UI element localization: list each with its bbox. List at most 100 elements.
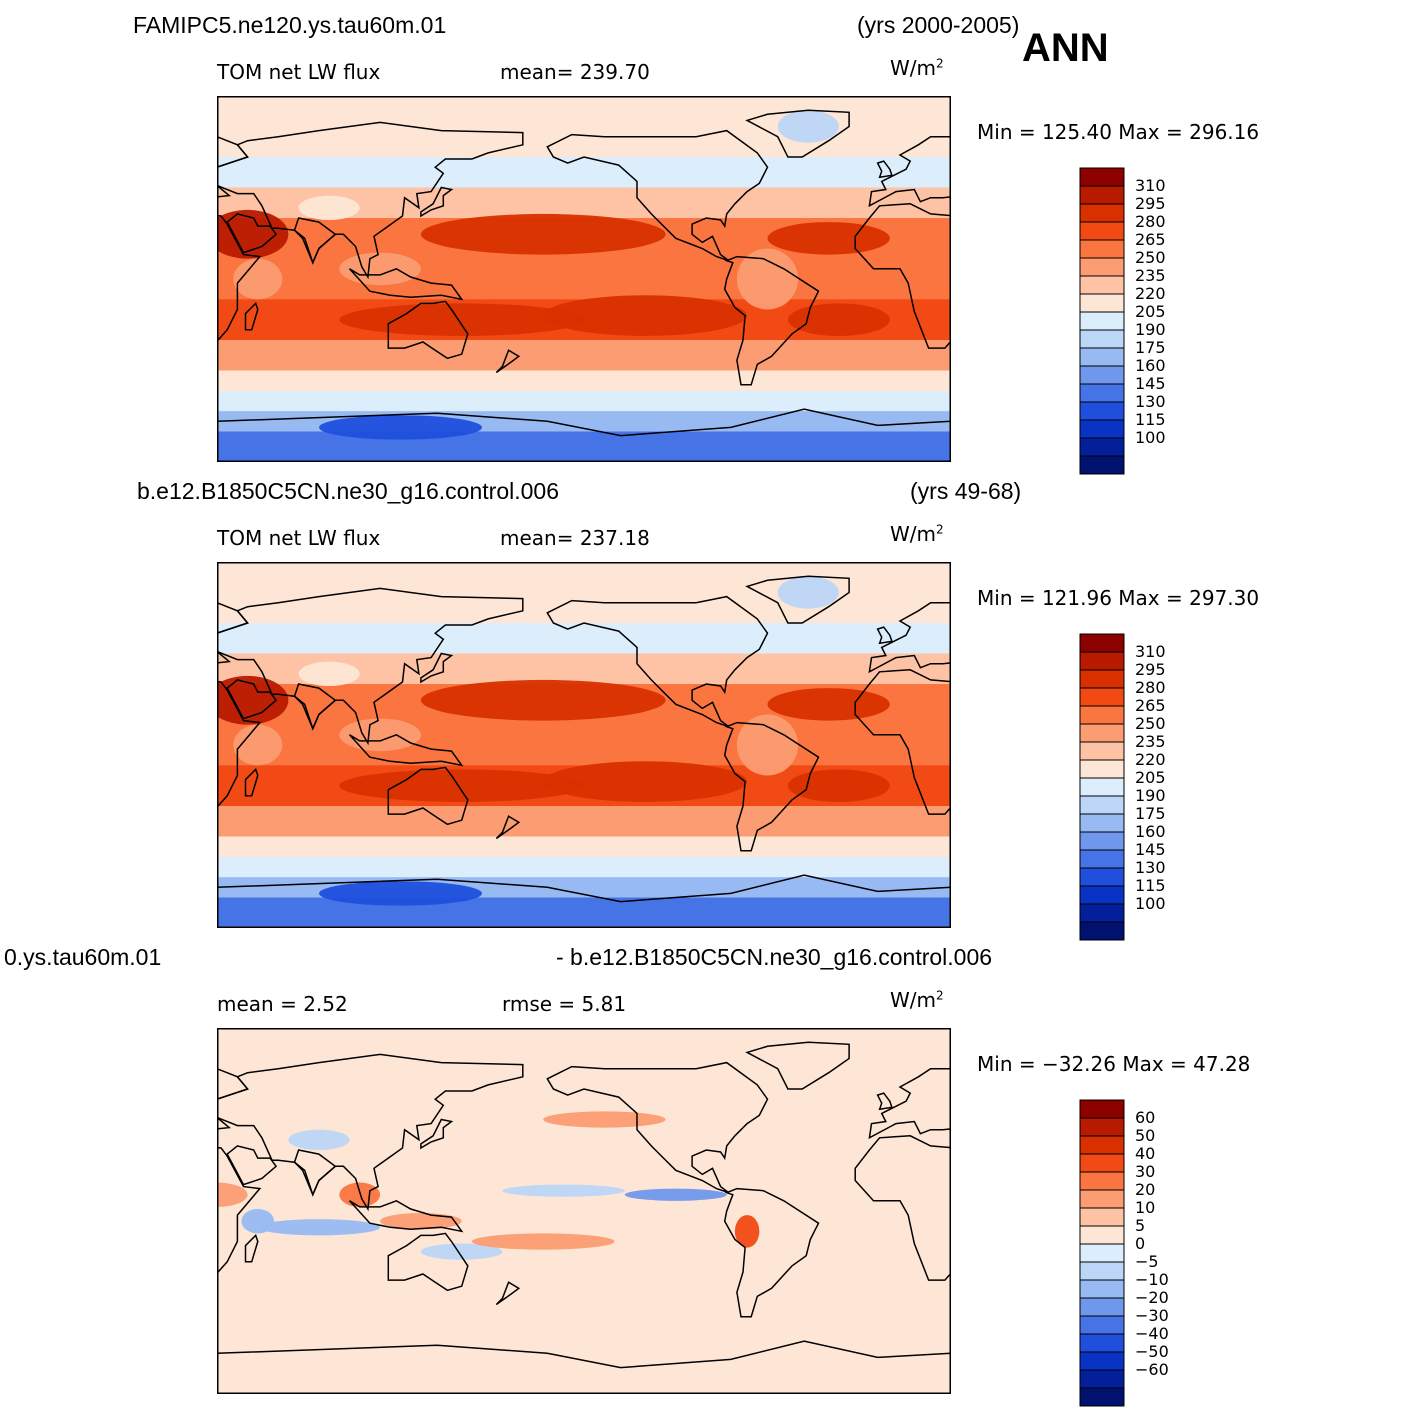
coastline-australia	[387, 1232, 469, 1292]
panel3-units: W/m2	[890, 988, 944, 1012]
colorbar-tick-label: 310	[1135, 176, 1166, 195]
colorbar-tick-label: 40	[1135, 1144, 1156, 1163]
colorbar-box	[1079, 1171, 1125, 1191]
colorbar-box	[1079, 293, 1125, 313]
field-blob	[543, 1111, 666, 1128]
colorbar-box	[1079, 633, 1125, 653]
coastline-greenland	[745, 1041, 850, 1090]
colorbar-box	[1079, 921, 1125, 941]
coastline-europe	[868, 135, 951, 208]
field-blob	[233, 258, 283, 300]
field-blob	[777, 576, 839, 609]
coastline-europe	[217, 601, 249, 664]
colorbar-tick-label: 295	[1135, 194, 1166, 213]
colorbar-box	[1079, 705, 1125, 725]
panel2-minmax: Min = 121.96 Max = 297.30	[977, 586, 1260, 610]
colorbar-tick-label: −30	[1135, 1306, 1169, 1325]
panel2-left-label: TOM net LW flux	[217, 526, 381, 550]
map-svg	[217, 96, 951, 462]
coastline-europe	[868, 601, 951, 674]
field-band	[217, 157, 951, 188]
field-blob	[339, 1182, 381, 1207]
field-blob	[298, 661, 360, 687]
coastline-indonesia	[348, 1199, 464, 1233]
coastline-africa	[217, 214, 262, 343]
colorbar-box	[1079, 867, 1125, 887]
coastline-antarctica	[217, 874, 951, 928]
coastline-madagascar	[244, 1234, 259, 1263]
field-blob	[420, 679, 666, 721]
colorbar-box	[1079, 185, 1125, 205]
coastline-greenland	[745, 109, 850, 158]
panel1-units: W/m2	[890, 56, 944, 80]
coastline-africa	[854, 1135, 951, 1281]
field-band	[217, 390, 951, 412]
field-blob	[217, 1182, 248, 1207]
field-band	[217, 897, 951, 928]
colorbar-tick-label: −20	[1135, 1288, 1169, 1307]
coastline-india	[293, 683, 337, 731]
coastline-namerica	[546, 1061, 769, 1194]
colorbar-tick-label: 20	[1135, 1180, 1156, 1199]
coastline-indonesia	[348, 267, 464, 301]
colorbar-tick-label: 205	[1135, 768, 1166, 787]
colorbar-tick-label: 235	[1135, 266, 1166, 285]
field-blob	[233, 724, 283, 766]
coastline-antarctica	[217, 408, 951, 462]
colorbar-box	[1079, 419, 1125, 439]
colorbar-box	[1079, 1315, 1125, 1335]
colorbar-box	[1079, 1369, 1125, 1389]
map-svg	[217, 1028, 951, 1394]
coastline-nz	[495, 1281, 521, 1306]
panel1-case-title: FAMIPC5.ne120.ys.tau60m.01	[133, 12, 447, 38]
field-band	[217, 370, 951, 392]
colorbar-tick-label: 310	[1135, 642, 1166, 661]
colorbar-box	[1079, 455, 1125, 475]
field-band	[217, 431, 951, 462]
colorbar-box	[1079, 401, 1125, 421]
colorbar-box	[1079, 1189, 1125, 1209]
colorbar-box	[1079, 1099, 1125, 1119]
field-blob	[318, 415, 483, 440]
coastline-africa	[217, 680, 262, 809]
panel3-years: - b.e12.B1850C5CN.ne30_g16.control.006	[556, 944, 993, 970]
colorbar-tick-label: 205	[1135, 302, 1166, 321]
field-blob	[339, 769, 584, 802]
coastline-uk	[876, 1092, 893, 1111]
coastline-arabia	[226, 213, 278, 254]
coastline-uk	[876, 626, 893, 645]
field-blob	[217, 209, 289, 259]
colorbar-tick-label: −50	[1135, 1342, 1169, 1361]
colorbar-box	[1079, 1333, 1125, 1353]
coastline-japan	[420, 186, 454, 218]
panel2-stat: mean= 237.18	[500, 526, 650, 550]
field-blob	[543, 761, 748, 802]
colorbar-tick-label: 235	[1135, 732, 1166, 751]
colorbar-box	[1079, 885, 1125, 905]
panel2-years: (yrs 49-68)	[910, 478, 1022, 504]
colorbar-tick-label: 265	[1135, 696, 1166, 715]
coastline-australia	[387, 766, 469, 826]
colorbar-box	[1079, 651, 1125, 671]
season-label: ANN	[1022, 26, 1109, 70]
colorbar-box	[1079, 1351, 1125, 1371]
coastline-madagascar	[244, 768, 259, 797]
map-svg	[217, 562, 951, 928]
colorbar-box	[1079, 1117, 1125, 1137]
colorbar-box	[1079, 1207, 1125, 1227]
panel3-minmax: Min = −32.26 Max = 47.28	[977, 1052, 1251, 1076]
field-blob	[339, 252, 421, 286]
panel2-map	[217, 562, 951, 928]
colorbar-tick-label: 160	[1135, 822, 1166, 841]
colorbar-tick-label: 250	[1135, 248, 1166, 267]
coastline-samerica	[723, 255, 820, 386]
field-blob	[339, 303, 584, 336]
colorbar-box	[1079, 795, 1125, 815]
colorbar-tick-label: 5	[1135, 1216, 1146, 1235]
colorbar-tick-label: −40	[1135, 1324, 1169, 1343]
field-band	[217, 268, 951, 300]
coastline-australia	[387, 300, 469, 360]
panel3-case-title: 0.ys.tau60m.01	[4, 944, 162, 970]
colorbar-tick-label: −5	[1135, 1252, 1159, 1271]
colorbar-svg	[1079, 1099, 1125, 1407]
